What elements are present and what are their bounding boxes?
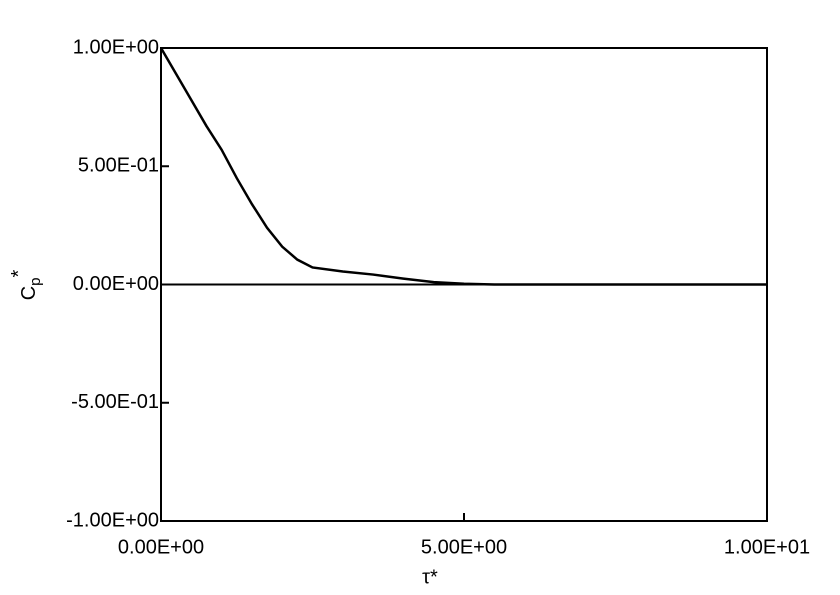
y-tick-label: -1.00E+00: [66, 509, 159, 531]
x-tick-label: 5.00E+00: [421, 536, 507, 558]
y-tick-label: -5.00E-01: [71, 391, 159, 413]
x-tick-label: 1.00E+01: [724, 536, 810, 558]
y-label-main: C: [18, 286, 40, 300]
y-tick-label: 0.00E+00: [73, 273, 159, 295]
data-line: [159, 47, 767, 286]
y-axis-label: Cp*: [8, 270, 44, 301]
y-tick-label: 1.00E+00: [73, 36, 159, 58]
x-axis-label: τ*: [422, 566, 438, 588]
y-tick-label: 5.00E-01: [78, 155, 159, 177]
x-tick-label: 0.00E+00: [118, 536, 204, 558]
y-label-sub: p: [27, 278, 44, 286]
y-label-sup: *: [8, 270, 30, 278]
